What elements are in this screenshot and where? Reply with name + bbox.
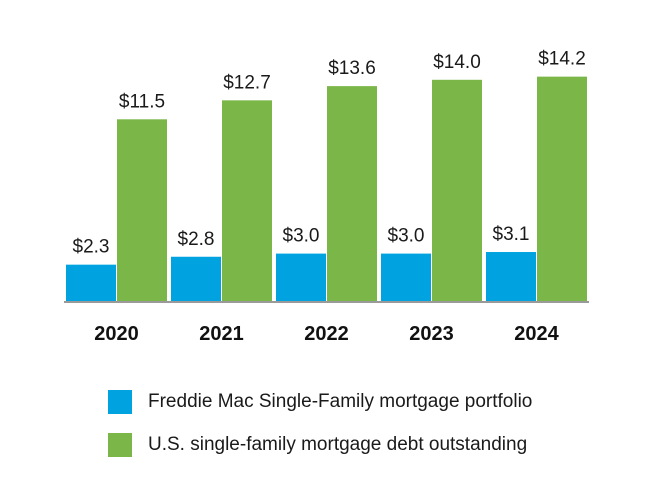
value-label-portfolio-2021: $2.8 [178,229,215,250]
x-tick-label-2023: 2023 [409,323,454,345]
bar-debt-outstanding-2022 [327,86,377,302]
legend-swatch-debt-outstanding [108,433,132,457]
value-label-debt-outstanding-2021: $12.7 [223,72,271,93]
bar-portfolio-2020 [66,264,116,301]
value-label-portfolio-2024: $3.1 [493,224,530,245]
bar-portfolio-2021 [171,256,221,301]
bar-debt-outstanding-2024 [537,76,587,301]
bar-portfolio-2024 [486,252,536,301]
x-tick-label-2024: 2024 [514,323,559,345]
x-tick-label-2022: 2022 [304,323,349,345]
bar-debt-outstanding-2023 [432,79,482,301]
value-label-portfolio-2022: $3.0 [283,226,320,247]
value-label-debt-outstanding-2022: $13.6 [328,58,376,79]
bar-portfolio-2023 [381,253,431,301]
value-label-portfolio-2023: $3.0 [388,226,425,247]
bar-debt-outstanding-2021 [222,100,272,301]
legend: Freddie Mac Single-Family mortgage portf… [108,390,532,476]
bar-portfolio-2022 [276,253,326,301]
value-labels-layer: $2.3 $11.5 $2.8 $12.7 $3.0 $13.6 $3.0 $14.0 $3.1… [73,49,586,258]
legend-item-portfolio: Freddie Mac Single-Family mortgage portf… [108,390,532,414]
legend-label-debt-outstanding: U.S. single-family mortgage debt outstan… [148,434,528,455]
value-label-debt-outstanding-2024: $14.2 [538,49,586,70]
bars-layer [66,76,587,302]
x-tick-labels-layer: 2020 2021 2022 2023 2024 [94,323,559,345]
x-tick-label-2020: 2020 [94,323,139,345]
x-tick-label-2021: 2021 [199,323,244,345]
legend-label-portfolio: Freddie Mac Single-Family mortgage portf… [148,391,533,412]
value-label-debt-outstanding-2023: $14.0 [433,52,481,73]
bar-debt-outstanding-2020 [117,119,167,301]
legend-item-debt-outstanding: U.S. single-family mortgage debt outstan… [108,433,532,457]
value-label-portfolio-2020: $2.3 [73,237,110,258]
value-label-debt-outstanding-2020: $11.5 [119,91,165,112]
legend-swatch-portfolio [108,390,132,414]
